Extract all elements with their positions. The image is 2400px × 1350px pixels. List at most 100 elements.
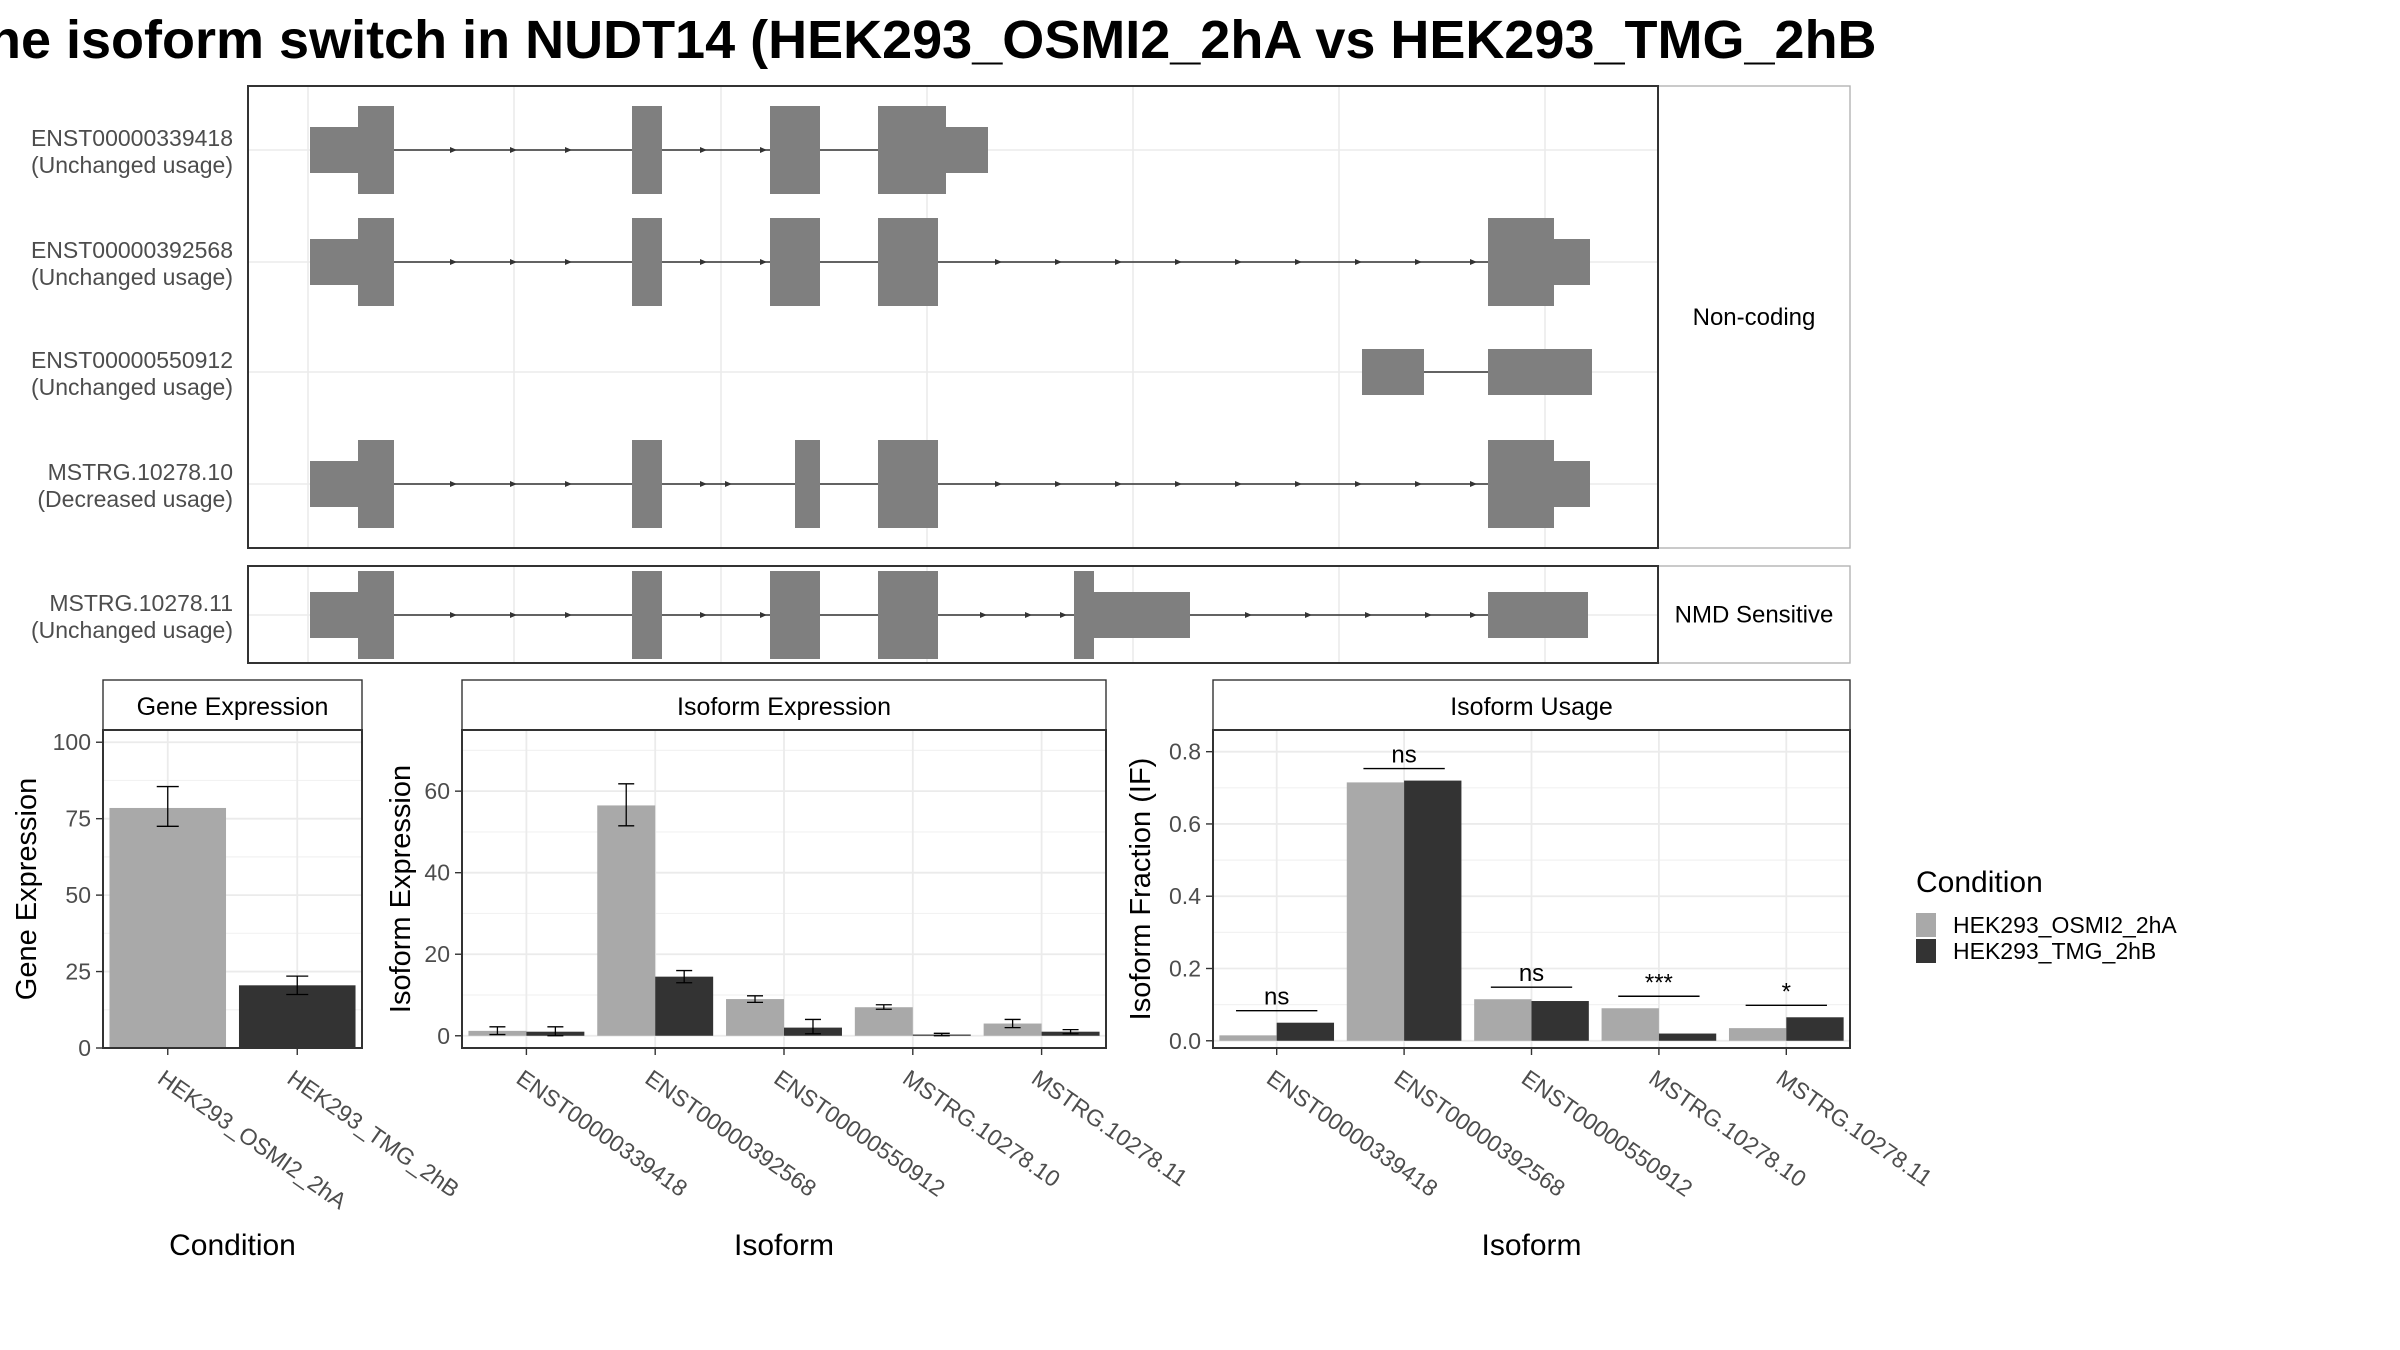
y-tick-label: 0.2 <box>1169 956 1201 982</box>
intron-arrow <box>1235 259 1242 265</box>
coding-exon <box>878 218 938 306</box>
bar <box>1276 1022 1335 1041</box>
bar <box>238 985 356 1048</box>
chart-strip-title: Isoform Expression <box>677 693 891 721</box>
bar <box>1474 999 1532 1041</box>
utr-exon <box>1362 349 1424 395</box>
intron-arrow <box>1425 612 1432 618</box>
legend-key <box>1916 939 1936 963</box>
transcript-id-label: MSTRG.10278.11 <box>49 590 233 616</box>
facet-strip <box>1657 565 1851 664</box>
intron-arrow <box>1175 481 1182 487</box>
coding-exon <box>632 218 662 306</box>
coding-exon <box>878 106 946 194</box>
intron-arrow <box>450 612 457 618</box>
intron-arrow <box>1055 259 1062 265</box>
intron-arrow <box>1025 612 1032 618</box>
utr-exon <box>310 592 358 638</box>
legend-title: Condition <box>1916 866 2043 899</box>
y-tick-label: 25 <box>65 959 91 985</box>
bar <box>1728 1028 1787 1041</box>
intron-arrow <box>450 147 457 153</box>
chart-strip-title: Isoform Usage <box>1450 693 1613 721</box>
bar <box>854 1007 913 1036</box>
intron-arrow <box>1245 612 1252 618</box>
significance-label: * <box>1782 978 1791 1005</box>
coding-exon <box>358 571 394 659</box>
bar <box>1346 782 1405 1041</box>
intron-arrow <box>725 481 732 487</box>
intron-arrow <box>1055 481 1062 487</box>
bar <box>1531 1001 1589 1041</box>
facet-strip <box>1657 85 1851 549</box>
plot-title: ne isoform switch in NUDT14 (HEK293_OSMI… <box>0 10 1877 70</box>
bar <box>983 1023 1042 1036</box>
facet-strip <box>1212 679 1851 731</box>
coding-exon <box>632 571 662 659</box>
transcript-id-label: MSTRG.10278.10 <box>48 459 233 485</box>
intron-arrow <box>760 612 767 618</box>
y-axis-title: Gene Expression <box>11 778 43 1000</box>
transcript-id-label: ENST00000392568 <box>31 237 233 263</box>
chart-strip-title: Gene Expression <box>137 693 329 721</box>
utr-exon <box>946 127 988 173</box>
transcript-id-label: ENST00000550912 <box>31 347 233 373</box>
y-tick-label: 60 <box>424 778 450 804</box>
coding-exon <box>770 218 820 306</box>
intron-arrow <box>1175 259 1182 265</box>
coding-exon <box>358 218 394 306</box>
facet-strip <box>102 679 363 731</box>
utr-exon <box>1554 239 1590 285</box>
intron-arrow <box>510 259 517 265</box>
intron-arrow <box>565 147 572 153</box>
bar <box>1404 780 1462 1041</box>
intron-arrow <box>565 481 572 487</box>
facet-strip-label: Non-coding <box>1693 304 1816 331</box>
transcript-usage-label: (Unchanged usage) <box>31 374 233 400</box>
transcript-panel-border <box>247 565 1659 664</box>
legend-label: HEK293_OSMI2_2hA <box>1953 912 2177 938</box>
y-tick-label: 0 <box>78 1035 91 1061</box>
significance-label: ns <box>1264 984 1289 1011</box>
bar <box>726 999 784 1036</box>
intron-arrow <box>565 612 572 618</box>
coding-exon <box>878 571 938 659</box>
intron-arrow <box>1115 481 1122 487</box>
coding-exon <box>1074 571 1094 659</box>
intron-arrow <box>1295 481 1302 487</box>
y-tick-label: 20 <box>424 941 450 967</box>
transcript-usage-label: (Unchanged usage) <box>31 617 233 643</box>
intron-arrow <box>700 147 707 153</box>
x-axis-title: Isoform <box>734 1229 834 1262</box>
intron-arrow <box>1470 612 1477 618</box>
intron-arrow <box>1305 612 1312 618</box>
y-tick-label: 75 <box>65 806 91 832</box>
y-tick-label: 0.0 <box>1169 1028 1201 1054</box>
coding-exon <box>632 440 662 528</box>
utr-exon <box>310 461 358 507</box>
intron-arrow <box>450 481 457 487</box>
bar <box>1601 1008 1659 1041</box>
y-axis-title: Isoform Expression <box>385 765 417 1013</box>
coding-exon <box>878 440 938 528</box>
facet-strip-label: NMD Sensitive <box>1675 602 1834 629</box>
y-tick-label: 100 <box>53 729 91 755</box>
bar <box>597 805 656 1036</box>
intron-arrow <box>995 481 1002 487</box>
intron-arrow <box>1295 259 1302 265</box>
coding-exon <box>1488 218 1554 306</box>
intron-arrow <box>700 259 707 265</box>
utr-exon <box>1488 592 1588 638</box>
intron-arrow <box>1415 259 1422 265</box>
intron-arrow <box>510 612 517 618</box>
transcript-usage-label: (Unchanged usage) <box>31 264 233 290</box>
y-axis-title: Isoform Fraction (IF) <box>1125 758 1157 1021</box>
transcript-panel-border <box>247 85 1659 549</box>
intron-arrow <box>510 147 517 153</box>
y-tick-label: 0.8 <box>1169 739 1201 765</box>
utr-exon <box>1554 461 1590 507</box>
coding-exon <box>358 440 394 528</box>
intron-arrow <box>1235 481 1242 487</box>
